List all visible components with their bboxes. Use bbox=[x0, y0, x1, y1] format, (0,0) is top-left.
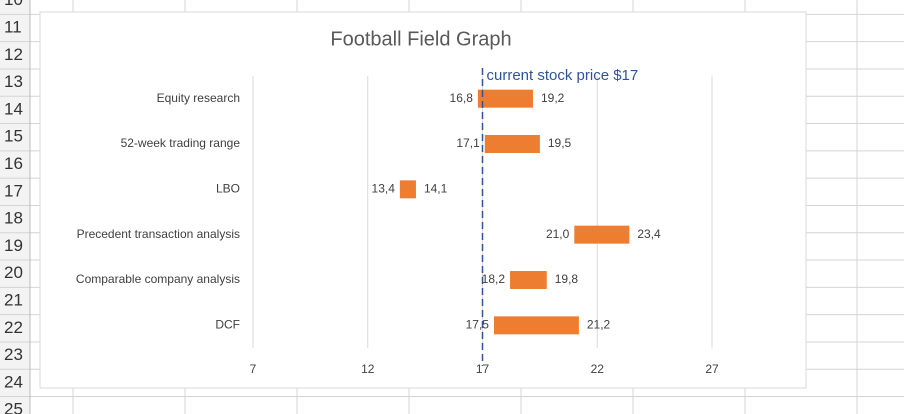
value-label: 18,2 bbox=[482, 272, 506, 286]
value-label: 23,4 bbox=[637, 227, 661, 241]
value-label: 14,1 bbox=[424, 182, 448, 196]
x-tick-label: 22 bbox=[591, 362, 605, 376]
bar bbox=[493, 316, 579, 335]
value-label: 16,8 bbox=[450, 91, 474, 105]
chart-title: Football Field Graph bbox=[330, 28, 511, 50]
value-label: 19,5 bbox=[548, 136, 572, 150]
row-number: 17 bbox=[4, 181, 23, 200]
bar bbox=[510, 271, 547, 289]
value-label: 21,0 bbox=[546, 227, 570, 241]
row-number: 21 bbox=[4, 290, 23, 309]
value-label: 21,2 bbox=[587, 318, 611, 332]
row-number: 20 bbox=[4, 263, 23, 282]
bar bbox=[399, 180, 416, 199]
bar bbox=[574, 225, 630, 244]
bar bbox=[484, 135, 540, 153]
row-number: 22 bbox=[4, 318, 23, 337]
x-tick-label: 17 bbox=[476, 362, 490, 376]
value-label: 19,2 bbox=[541, 91, 565, 105]
row-number: 23 bbox=[4, 345, 23, 364]
row-number: 12 bbox=[4, 45, 23, 64]
value-label: 13,4 bbox=[372, 182, 396, 196]
row-number: 14 bbox=[4, 99, 23, 118]
x-tick-label: 12 bbox=[361, 362, 375, 376]
x-tick-label: 27 bbox=[705, 362, 719, 376]
row-number: 11 bbox=[4, 17, 22, 36]
x-tick-label: 7 bbox=[250, 362, 257, 376]
value-label: 17,5 bbox=[466, 318, 490, 332]
y-tick-label: Comparable company analysis bbox=[76, 272, 240, 286]
y-tick-label: LBO bbox=[216, 182, 240, 196]
annotation: current stock price $17 bbox=[487, 67, 639, 84]
row-number: 15 bbox=[4, 127, 23, 146]
y-tick-label: 52-week trading range bbox=[121, 136, 241, 150]
value-label: 17,1 bbox=[456, 136, 480, 150]
row-number: 24 bbox=[4, 372, 23, 391]
row-number: 25 bbox=[4, 400, 23, 414]
y-tick-label: DCF bbox=[215, 318, 240, 332]
row-number: 10 bbox=[4, 0, 23, 9]
row-number: 18 bbox=[4, 209, 23, 228]
y-tick-label: Precedent transaction analysis bbox=[77, 227, 240, 241]
row-number: 13 bbox=[4, 72, 23, 91]
chart-area bbox=[39, 11, 807, 389]
row-number: 16 bbox=[4, 154, 23, 173]
bar bbox=[477, 89, 533, 108]
row-number: 19 bbox=[4, 236, 23, 255]
chart: Football Field Graph 7 12 17 22 27 Equity res… bbox=[39, 11, 807, 389]
y-tick-label: Equity research bbox=[157, 91, 240, 105]
value-label: 19,8 bbox=[555, 272, 579, 286]
